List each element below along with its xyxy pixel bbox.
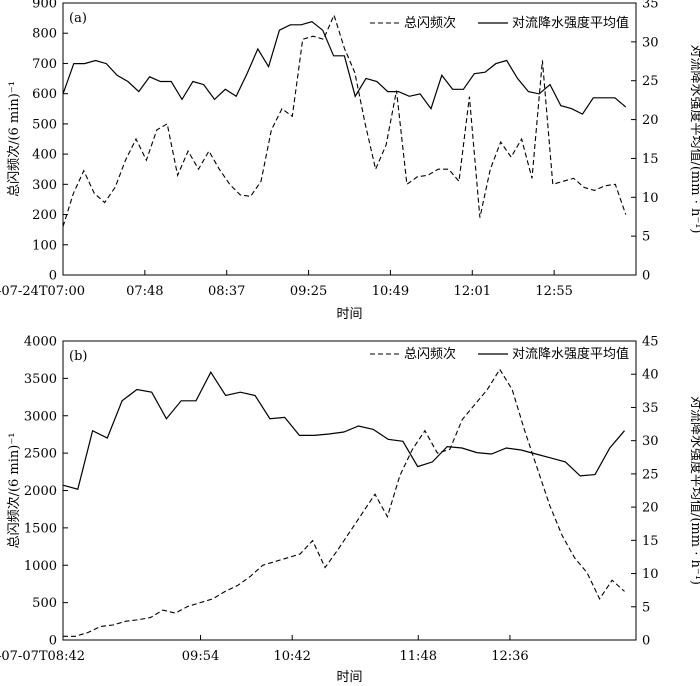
y-left-tick-label: 3000: [24, 409, 57, 424]
y-left-tick-label: 2000: [24, 484, 57, 499]
plot-frame: [62, 340, 637, 641]
legend-label: 总闪频次: [404, 346, 456, 362]
y-right-tick-label: 45: [642, 335, 659, 350]
y-left-tick-label: 0: [49, 269, 57, 284]
y-left-tick-label: 0: [49, 634, 57, 649]
series-line-lightning: [63, 368, 625, 637]
x-tick-label: 09:54: [182, 649, 219, 664]
y-right-tick-label: 10: [642, 191, 659, 206]
y-left-axis-title: 总闪频次/(6 min)⁻¹: [6, 81, 22, 197]
x-tick-label: 12:01: [454, 284, 491, 299]
chart-panel-1: 0 100 200 300 400 500 600 700 800 900 0 5 10 15 20 25 30…: [0, 0, 700, 322]
legend-label: 对流降水强度平均值: [512, 346, 629, 362]
y-right-axis-title: 对流降水强度平均值/(mm · h⁻¹): [688, 44, 700, 233]
x-tick-label: 08:37: [208, 284, 245, 299]
x-axis-title: 时间: [336, 670, 362, 685]
y-right-tick-label: 30: [642, 35, 659, 50]
y-left-tick-label: 600: [32, 87, 57, 102]
y-right-tick-label: 40: [642, 368, 659, 383]
y-left-tick-label: 800: [32, 27, 57, 42]
y-left-tick-label: 400: [32, 148, 57, 163]
y-right-tick-label: 15: [642, 534, 659, 549]
y-right-tick-label: 0: [642, 634, 650, 649]
series-line-precip: [62, 370, 625, 490]
x-tick-label: 12:36: [491, 649, 528, 664]
y-right-tick-label: 35: [642, 401, 659, 416]
plot-frame: [62, 2, 637, 276]
chart-panel-2: 0 500 1000 1500 2000 2500 3000 3500 4000 0 5 10 15 20…: [0, 335, 700, 686]
legend-label: 对流降水强度平均值: [512, 15, 629, 31]
x-tick-label: 09:25: [290, 284, 327, 299]
y-left-tick-label: 3500: [24, 372, 57, 387]
y-right-tick-label: 15: [642, 152, 659, 167]
series-line-lightning: [62, 13, 627, 227]
x-tick-label: 2006-07-24T07:00: [0, 284, 85, 299]
legend: 总闪频次 对流降水强度平均值: [370, 15, 629, 31]
y-right-tick-label: 30: [642, 434, 659, 449]
y-right-tick-label: 25: [642, 467, 659, 482]
y-right-tick-label: 0: [642, 269, 650, 284]
y-left-tick-label: 1500: [24, 521, 57, 536]
y-left-tick-label: 500: [32, 117, 57, 132]
x-tick-label: 2007-07-07T08:42: [0, 649, 85, 664]
x-tick-label: 12:55: [535, 284, 572, 299]
x-tick-label: 07:48: [126, 284, 163, 299]
legend: 总闪频次 对流降水强度平均值: [370, 346, 629, 362]
x-tick-label: 10:42: [273, 649, 310, 664]
y-right-tick-label: 25: [642, 74, 659, 89]
y-left-axis-title: 总闪频次/(6 min)⁻¹: [6, 433, 22, 549]
panel-label: (b): [69, 349, 87, 364]
y-right-tick-label: 20: [642, 113, 659, 128]
y-right-tick-label: 5: [642, 230, 650, 245]
x-tick-label: 10:49: [372, 284, 409, 299]
y-left-tick-label: 900: [32, 0, 57, 12]
y-left-tick-label: 300: [32, 178, 57, 193]
y-left-tick-label: 4000: [24, 335, 57, 350]
y-left-tick-label: 500: [32, 596, 57, 611]
legend-label: 总闪频次: [404, 15, 456, 31]
y-left-tick-label: 200: [32, 208, 57, 223]
series-line-precip: [62, 21, 627, 115]
y-right-tick-label: 5: [642, 600, 650, 615]
y-left-tick-label: 2500: [24, 447, 57, 462]
y-right-tick-label: 10: [642, 567, 659, 582]
y-right-axis-title: 对流降水强度平均值/(mm · h⁻¹): [688, 396, 700, 585]
y-right-tick-label: 35: [642, 0, 659, 12]
x-tick-label: 11:48: [400, 649, 437, 664]
y-right-tick-label: 20: [642, 501, 659, 516]
y-left-tick-label: 700: [32, 57, 57, 72]
y-left-tick-label: 1000: [24, 559, 57, 574]
y-left-tick-label: 100: [32, 238, 57, 253]
panel-label: (a): [69, 11, 87, 26]
x-axis-title: 时间: [336, 307, 362, 322]
